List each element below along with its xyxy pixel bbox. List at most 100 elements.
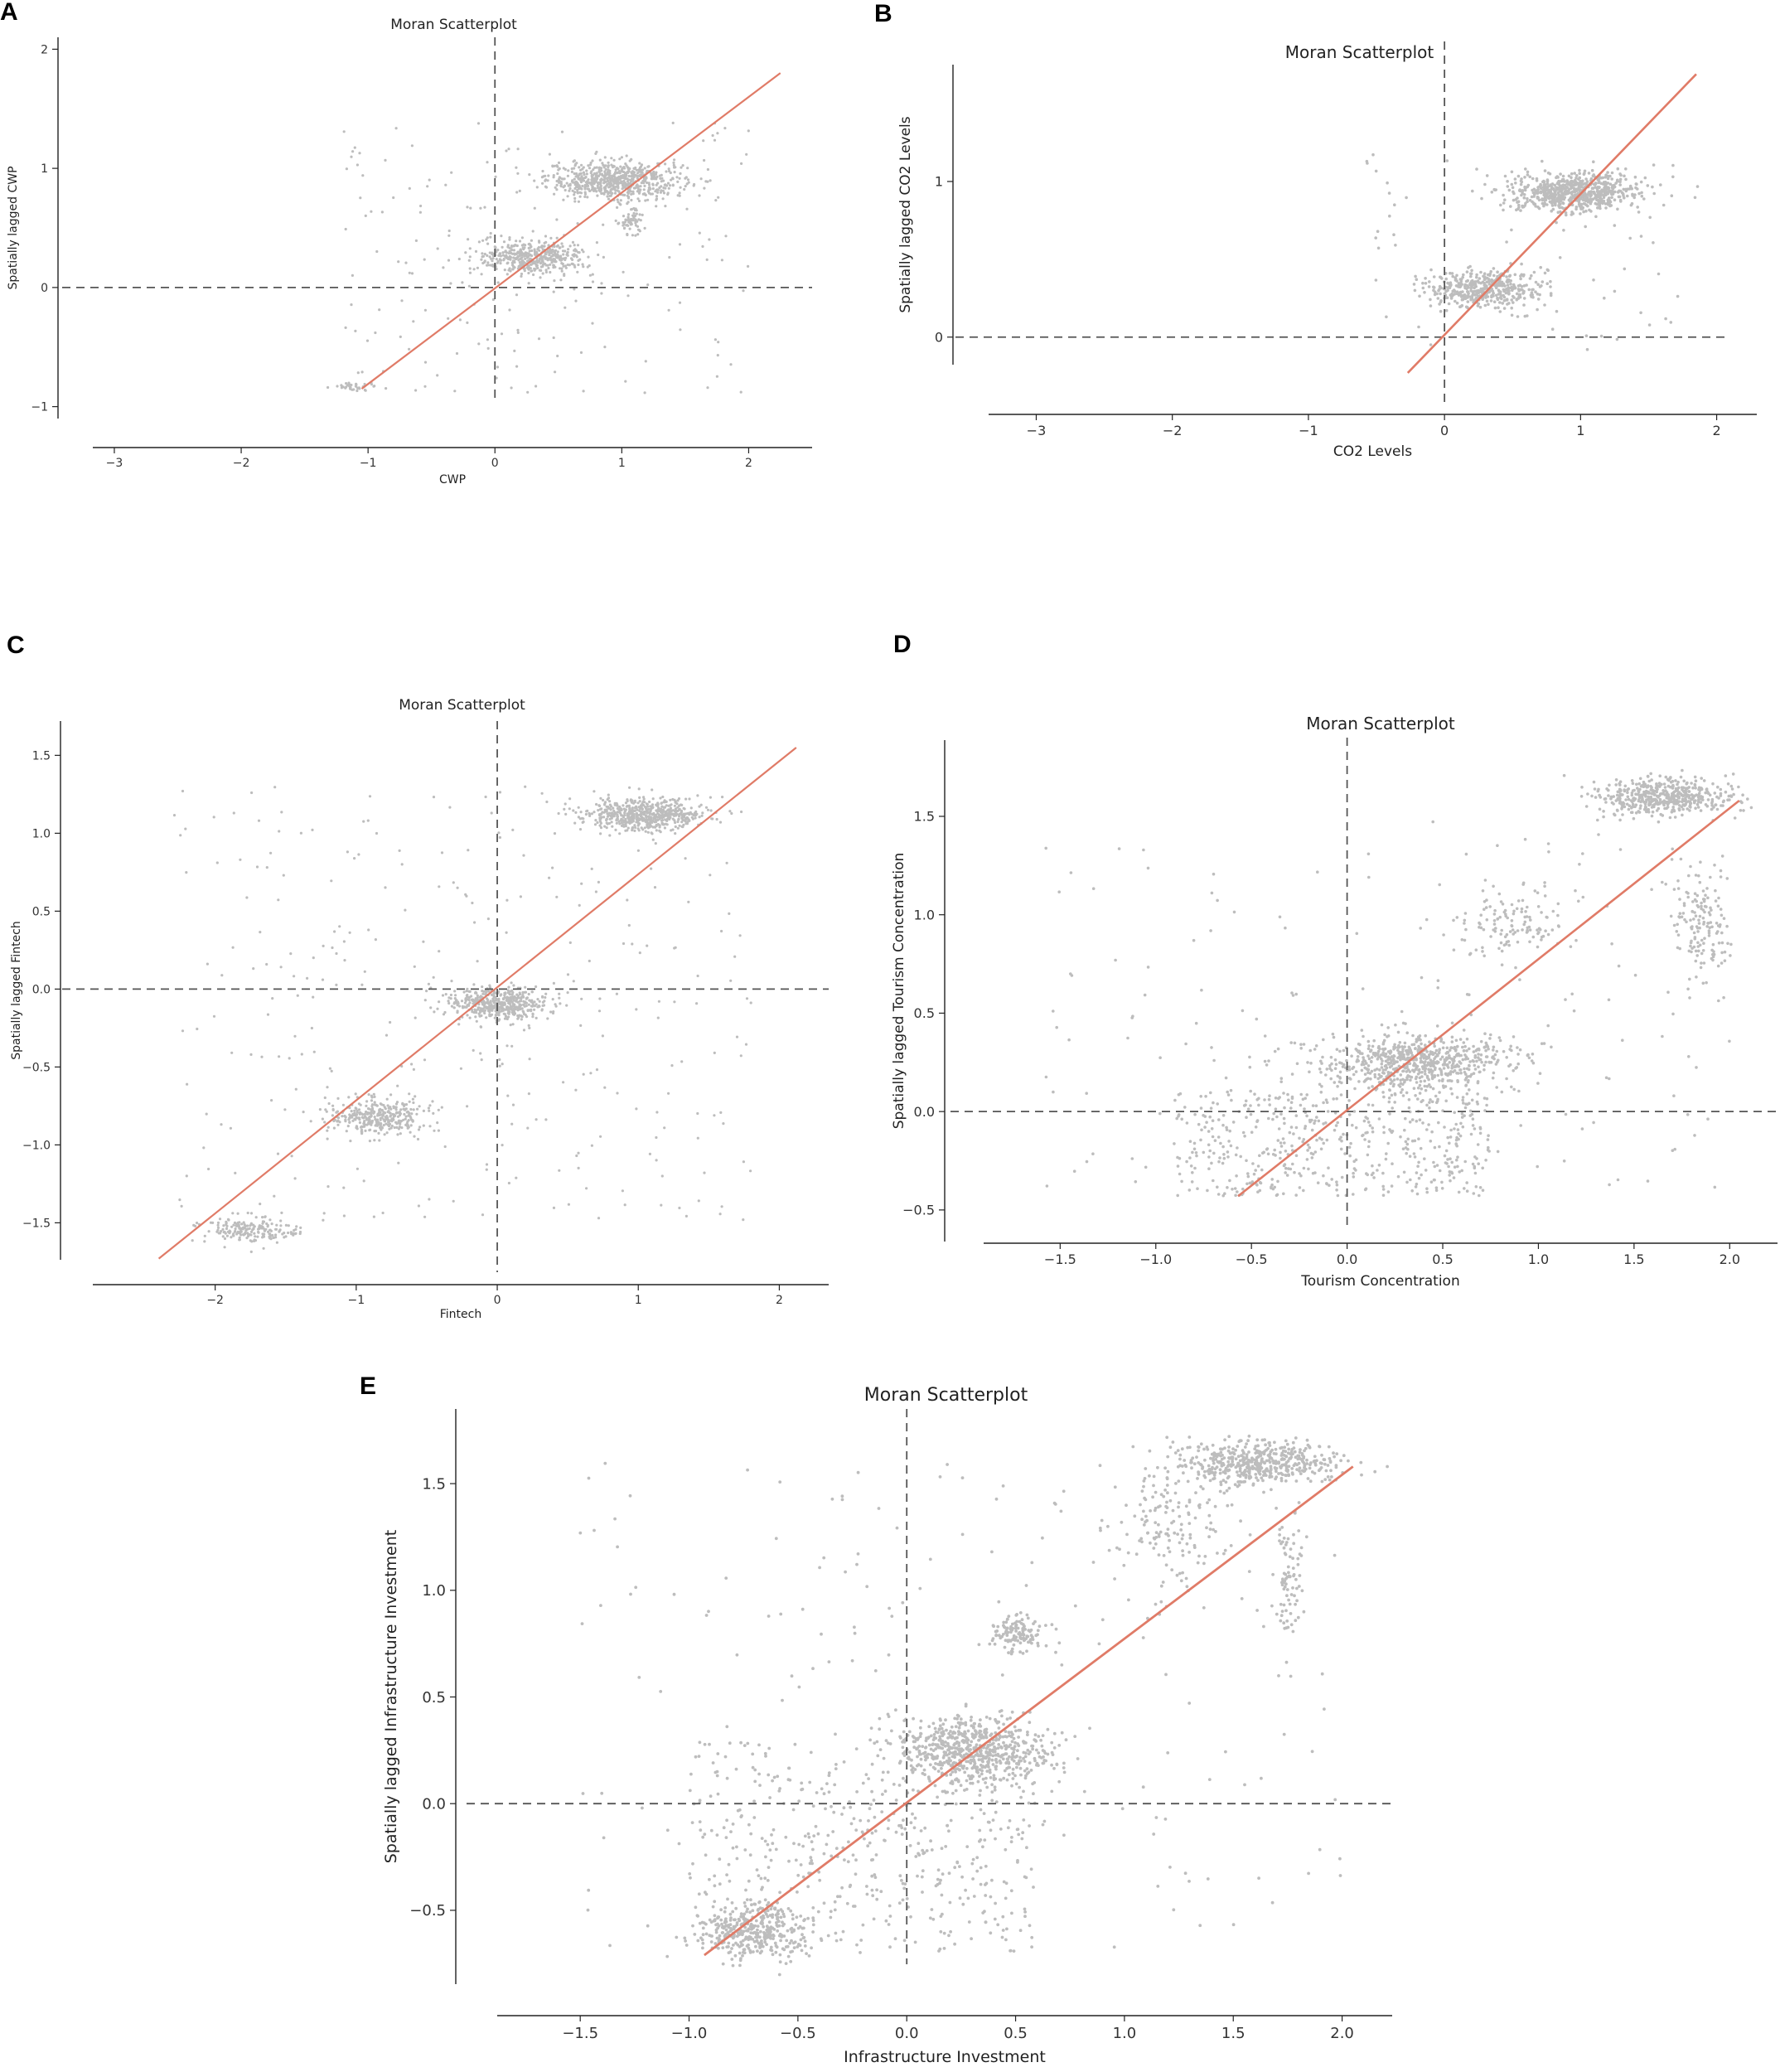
- scatter-point: [626, 898, 629, 902]
- scatter-point: [1494, 293, 1498, 298]
- scatter-point: [460, 1000, 464, 1003]
- scatter-point: [554, 1003, 557, 1006]
- scatter-point: [567, 184, 570, 187]
- scatter-point: [1624, 798, 1628, 801]
- scatter-point: [659, 191, 663, 194]
- scatter-point: [639, 185, 642, 188]
- scatter-point: [1630, 800, 1634, 804]
- scatter-point: [517, 1008, 520, 1011]
- scatter-point: [1579, 202, 1584, 206]
- scatter-point: [497, 1013, 501, 1016]
- scatter-point: [392, 196, 395, 200]
- scatter-point: [678, 177, 681, 180]
- scatter-point: [627, 813, 631, 816]
- x-axis-label: CWP: [439, 473, 466, 487]
- scatter-point: [533, 261, 536, 264]
- scatter-point: [578, 191, 582, 194]
- scatter-point: [534, 1016, 538, 1019]
- scatter-point: [558, 176, 561, 179]
- scatter-point: [1544, 183, 1547, 186]
- scatter-point: [631, 234, 635, 237]
- scatter-point: [562, 264, 565, 268]
- scatter-point: [576, 188, 579, 191]
- scatter-point: [423, 258, 426, 261]
- scatter-point: [408, 186, 411, 190]
- scatter-point: [1564, 211, 1568, 215]
- scatter-point: [323, 1121, 326, 1124]
- scatter-point: [578, 903, 581, 907]
- scatter-point: [636, 808, 639, 811]
- scatter-point: [585, 810, 588, 813]
- scatter-point: [433, 1010, 436, 1014]
- scatter-point: [245, 896, 249, 899]
- scatter-point: [1487, 279, 1492, 283]
- scatter-point: [1618, 172, 1622, 176]
- scatter-point: [626, 180, 630, 183]
- scatter-point: [497, 999, 501, 1002]
- scatter-point: [555, 244, 559, 248]
- scatter-point: [1732, 792, 1735, 796]
- scatter-point: [524, 251, 527, 254]
- scatter-point: [561, 177, 565, 181]
- scatter-point: [539, 265, 544, 269]
- scatter-point: [1460, 283, 1463, 286]
- scatter-point: [606, 179, 609, 182]
- scatter-point: [359, 196, 362, 200]
- scatter-point: [215, 861, 219, 864]
- scatter-point: [625, 154, 628, 157]
- scatter-point: [422, 940, 425, 943]
- scatter-point: [1536, 206, 1540, 209]
- scatter-point: [595, 241, 599, 244]
- scatter-point: [1695, 185, 1700, 188]
- scatter-point: [613, 176, 617, 179]
- scatter-point: [1704, 791, 1707, 795]
- scatter-point: [1505, 240, 1508, 244]
- scatter-point: [687, 818, 690, 821]
- scatter-point: [625, 224, 628, 227]
- scatter-point: [506, 257, 510, 261]
- scatter-point: [1613, 190, 1617, 194]
- scatter-point: [1579, 212, 1582, 215]
- scatter-point: [527, 254, 530, 258]
- scatter-point: [1413, 288, 1417, 293]
- scatter-point: [551, 1011, 555, 1015]
- scatter-point: [538, 257, 542, 260]
- scatter-point: [503, 269, 506, 272]
- scatter-point: [582, 179, 586, 182]
- scatter-point: [467, 284, 472, 288]
- scatter-point: [662, 179, 665, 182]
- scatter-point: [655, 195, 659, 198]
- scatter-point: [581, 263, 584, 266]
- scatter-point: [185, 1174, 188, 1178]
- scatter-point: [400, 299, 404, 303]
- scatter-point: [618, 202, 622, 206]
- scatter-point: [1387, 191, 1391, 195]
- scatter-point: [673, 804, 677, 807]
- scatter-point: [491, 1005, 494, 1008]
- scatter-point: [619, 181, 622, 184]
- scatter-point: [225, 1220, 228, 1223]
- scatter-point: [665, 804, 668, 807]
- scatter-point: [1543, 190, 1546, 194]
- scatter-point: [554, 186, 557, 189]
- scatter-point: [325, 1110, 328, 1113]
- scatter-point: [521, 990, 525, 995]
- scatter-point: [1746, 797, 1749, 801]
- scatter-point: [383, 1133, 386, 1136]
- scatter-point: [1465, 270, 1469, 274]
- scatter-point: [655, 205, 658, 208]
- scatter-point: [511, 1002, 515, 1005]
- scatter-point: [616, 803, 619, 806]
- scatter-point: [472, 268, 476, 271]
- scatter-point: [1545, 282, 1549, 286]
- scatter-point: [528, 249, 531, 253]
- scatter-point: [518, 240, 522, 243]
- scatter-point: [486, 999, 490, 1002]
- scatter-point: [543, 254, 546, 258]
- scatter-point: [425, 990, 428, 993]
- y-tick-label: 2: [41, 43, 48, 56]
- scatter-point: [534, 251, 537, 254]
- scatter-point: [684, 176, 688, 179]
- scatter-point: [219, 1232, 222, 1235]
- scatter-point: [556, 254, 559, 257]
